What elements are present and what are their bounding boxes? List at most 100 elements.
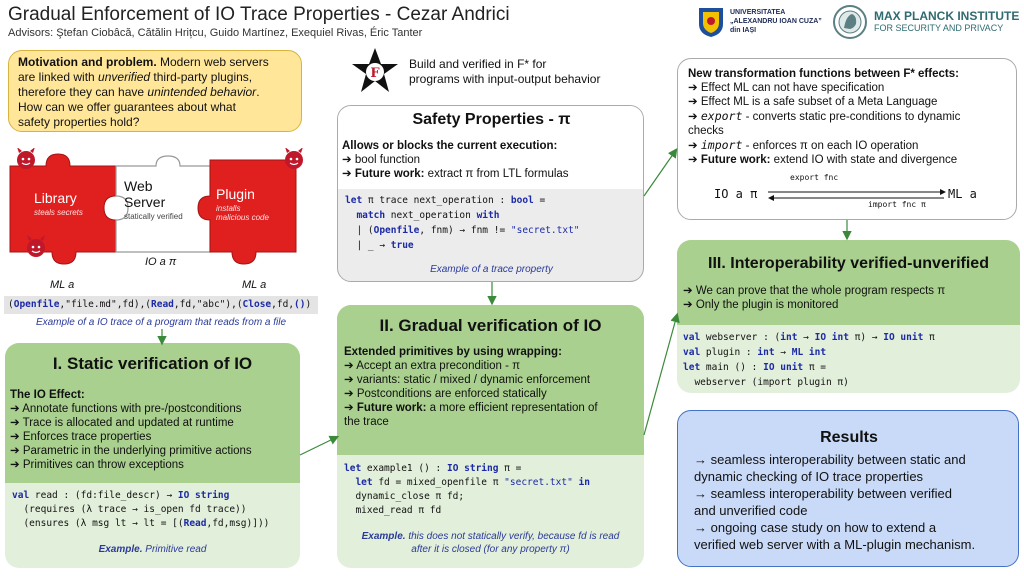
- mpi-subtitle: FOR SECURITY AND PRIVACY: [874, 23, 1019, 34]
- code-token: →: [775, 347, 792, 358]
- code-token: =: [534, 195, 545, 206]
- fstar-text: Build and verified in F* for: [409, 57, 600, 72]
- code-token: match: [345, 210, 385, 221]
- safety-caption: Example of a trace property: [338, 264, 644, 275]
- trace-token: ,"file.md",fd),(: [60, 299, 152, 310]
- flow-arrow: [644, 315, 677, 435]
- results-line: → seamless interoperability between veri…: [694, 485, 975, 502]
- motivation-emph: unintended behavior: [147, 85, 256, 99]
- static-verification-panel: I. Static verification of IO The IO Effe…: [5, 343, 300, 568]
- results-line: verified web server with a ML-plugin mec…: [694, 536, 975, 553]
- code-token: IO unit: [883, 332, 923, 343]
- webserver-label: Web: [124, 178, 165, 194]
- code-token: with: [477, 210, 500, 221]
- code-token: "secret.txt": [511, 225, 580, 236]
- motivation-text: .: [256, 85, 259, 99]
- code-token: val: [683, 347, 700, 358]
- gradual-verification-panel: II. Gradual verification of IO Extended …: [337, 305, 644, 568]
- bullet-text: Accept an extra precondition - π: [356, 360, 520, 372]
- trace-token: ,fd,"abc"),(: [174, 299, 243, 310]
- code-line: let example1 () : IO string π =: [344, 462, 590, 476]
- gradual-caption: is read: [587, 531, 620, 542]
- plugin-sublabel: malicious code: [216, 213, 269, 222]
- uaic-text-line: UNIVERSITATEA: [730, 8, 822, 17]
- plugin-label: Plugin: [216, 186, 255, 202]
- results-line: → ongoing case study on how to extend a: [694, 519, 975, 536]
- gradual-caption-bold: Example.: [362, 531, 406, 542]
- code-line: | (Openfile, fnm) → fnm != "secret.txt": [345, 223, 580, 238]
- transform-panel: New transformation functions between F* …: [677, 58, 1017, 220]
- bullet-text: Primitives can throw exceptions: [23, 459, 184, 471]
- code-line: let fd = mixed_openfile π "secret.txt" i…: [344, 476, 590, 490]
- puzzle-illustration: Library steals secrets Web Server static…: [6, 148, 316, 298]
- code-line: (ensures (λ msg lt → lt = [(Read,fd,msg)…: [12, 517, 269, 531]
- code-line: webserver (import plugin π): [683, 375, 935, 390]
- diagram-io-type: IO a π: [714, 187, 757, 201]
- code-token: IO unit: [763, 362, 803, 373]
- bullet-text: Only the plugin is monitored: [696, 299, 839, 311]
- code-line: val webserver : (int → IO int π) → IO un…: [683, 330, 935, 345]
- bullet-item: ➔ Annotate functions with pre-/postcondi…: [10, 402, 252, 416]
- gradual-title: II. Gradual verification of IO: [337, 316, 644, 336]
- bullet-text: - converts static pre-conditions to dyna…: [742, 111, 960, 123]
- bullet-text: a more efficient representation of: [426, 402, 597, 414]
- plugin-sublabel: installs: [216, 204, 269, 213]
- bullet-arrow-icon: ➔: [344, 360, 356, 372]
- code-token: in: [573, 477, 590, 488]
- gradual-subtitle: Extended primitives by using wrapping:: [344, 345, 640, 359]
- bullet-item: ➔ Future work: extract π from LTL formul…: [342, 167, 569, 181]
- uaic-text-line: „ALEXANDRU IOAN CUZA”: [730, 17, 822, 26]
- code-line: val read : (fd:file_descr) → IO string: [12, 489, 269, 503]
- results-line: and unverified code: [694, 502, 975, 519]
- code-token: mixed_read π fd: [344, 505, 441, 516]
- bullet-text: Effect ML can not have specification: [701, 82, 884, 94]
- webserver-sublabel: statically verified: [124, 212, 183, 221]
- motivation-text: third-party plugins,: [150, 70, 252, 84]
- puzzle-type-right: ML a: [242, 279, 266, 291]
- fstar-star-icon: F: [350, 46, 400, 96]
- motivation-text: How can we offer guarantees about what: [18, 100, 292, 115]
- code-token: "secret.txt": [504, 477, 573, 488]
- gradual-caption-fd: fd: [578, 531, 586, 542]
- code-line: match next_operation with: [345, 208, 580, 223]
- trace-token: (): [294, 299, 305, 310]
- bullet-text: Postconditions are enforced statically: [357, 388, 547, 400]
- bullet-text: Annotate functions with pre-/postconditi…: [22, 403, 241, 415]
- bullet-text: variants: static / mixed / dynamic enfor…: [357, 374, 590, 386]
- trace-example: (Openfile,"file.md",fd),(Read,fd,"abc"),…: [4, 296, 318, 314]
- page-title: Gradual Enforcement of IO Trace Properti…: [8, 4, 510, 26]
- advisors-line: Advisors: Ştefan Ciobâcă, Cătălin Hrițcu…: [8, 27, 422, 39]
- static-title: I. Static verification of IO: [5, 354, 300, 374]
- safety-title: Safety Properties - π: [338, 111, 644, 129]
- code-line: | _ → true: [345, 238, 580, 253]
- bullet-arrow-icon: ➔: [683, 285, 696, 297]
- code-token: Read: [184, 518, 207, 529]
- bullet-text: extract π from LTL formulas: [424, 168, 568, 180]
- bullet-bold: Future work:: [355, 168, 425, 180]
- bullet-text: Parametric in the underlying primitive a…: [23, 445, 252, 457]
- bullet-bold: Future work:: [701, 154, 771, 166]
- trace-caption: Example of a IO trace of a program that …: [4, 317, 318, 328]
- code-token: →: [797, 332, 814, 343]
- library-label: Library: [34, 190, 77, 206]
- bullet-text: extend IO with state and divergence: [770, 154, 957, 166]
- code-token: IO int: [815, 332, 849, 343]
- code-token: let: [344, 463, 361, 474]
- bullet-text: - enforces π on each IO operation: [742, 140, 918, 152]
- interop-panel: III. Interoperability verified-unverifie…: [677, 240, 1020, 393]
- bullet-item: ➔ Future work: a more efficient represen…: [344, 401, 640, 415]
- code-token: | _ →: [345, 240, 391, 251]
- webserver-label: Server: [124, 194, 165, 210]
- bullet-code: export: [701, 109, 743, 123]
- code-token: next_operation: [385, 210, 477, 221]
- results-title: Results: [678, 429, 1020, 447]
- code-token: webserver (import plugin π): [683, 377, 849, 388]
- motivation-text: safety properties hold?: [18, 115, 292, 130]
- code-token: dynamic_close π fd;: [344, 491, 464, 502]
- uaic-logo: UNIVERSITATEA „ALEXANDRU IOAN CUZA” din …: [697, 6, 827, 40]
- bullet-arrow-icon: ➔: [10, 459, 23, 471]
- bullet-arrow-icon: ➔: [688, 140, 701, 152]
- puzzle-type-left: ML a: [50, 279, 74, 291]
- bullet-item: ➔ Postconditions are enforced statically: [344, 387, 640, 401]
- code-token: IO string: [447, 463, 498, 474]
